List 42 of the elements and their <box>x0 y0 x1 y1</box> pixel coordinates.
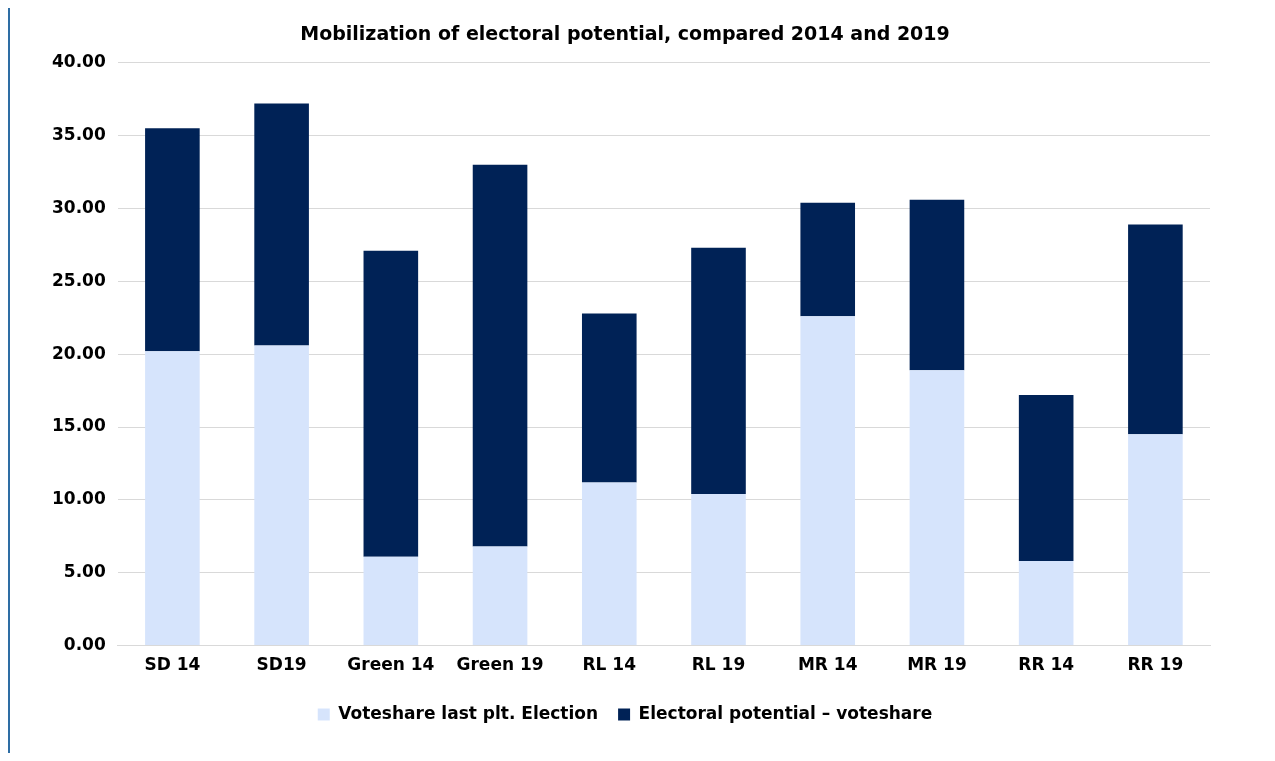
y-tick-label: 10.00 <box>51 488 106 509</box>
y-tick-label: 15.00 <box>51 415 106 436</box>
bar <box>800 202 856 317</box>
x-tick-label: SD 14 <box>144 654 201 675</box>
x-tick-label: SD19 <box>256 654 307 675</box>
bar <box>1018 395 1074 562</box>
y-tick-label: 20.00 <box>51 342 106 363</box>
chart-title: Mobilization of electoral potential, compared 2014 and 2019 <box>300 22 950 45</box>
bar <box>363 250 419 557</box>
bar <box>472 164 528 547</box>
bar <box>145 351 200 646</box>
bar <box>1018 561 1074 646</box>
y-tick-label: 40.00 <box>51 51 106 72</box>
x-tick-label: Green 14 <box>347 654 435 675</box>
legend-label: Voteshare last plt. Election <box>338 702 599 723</box>
bar <box>363 556 419 646</box>
legend-label: Electoral potential – voteshare <box>638 702 933 723</box>
bar <box>909 370 965 646</box>
bar <box>691 247 746 495</box>
y-tick-label: 0.00 <box>63 634 106 655</box>
bar <box>691 494 746 646</box>
bar <box>581 482 637 646</box>
x-tick-label: MR 19 <box>907 654 967 675</box>
bar <box>909 199 965 371</box>
x-tick-label: Green 19 <box>456 654 544 675</box>
bar <box>145 128 200 352</box>
x-tick-label: MR 14 <box>797 654 858 675</box>
x-tick-label: RR 14 <box>1018 654 1075 675</box>
bar <box>1128 434 1183 646</box>
bar <box>472 546 528 646</box>
bar <box>1128 224 1183 435</box>
y-tick-label: 25.00 <box>51 269 106 290</box>
bar <box>800 316 856 646</box>
x-tick-label: RL 19 <box>691 654 746 675</box>
x-tick-label: RL 14 <box>582 654 637 675</box>
y-tick-label: 35.00 <box>51 124 106 145</box>
y-tick-label: 30.00 <box>51 196 106 217</box>
bar <box>254 103 309 346</box>
x-tick-label: RR 19 <box>1127 654 1184 675</box>
bar <box>581 313 637 483</box>
y-tick-label: 5.00 <box>63 561 106 582</box>
bar <box>254 345 309 646</box>
